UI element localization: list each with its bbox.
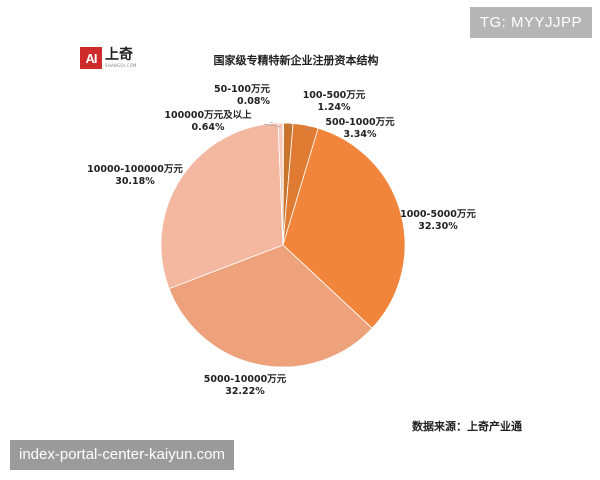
slice-label: 50-100万元 [214,84,270,95]
slice-label: 100-500万元 [303,90,366,101]
watermark-bottom: index-portal-center-kaiyun.com [10,440,234,470]
slice-value-label: 30.18% [115,176,155,187]
slice-label: 5000-10000万元 [204,374,287,385]
leader-line [287,123,293,128]
slice-value-label: 0.08% [237,96,270,107]
slice-label: 10000-100000万元 [87,164,183,175]
pie-slice [168,244,373,368]
pie-slice [282,127,406,329]
brand-logo: AI 上奇 SHANGQI.COM [80,47,137,69]
leader-line [263,123,281,128]
logo-subtext: SHANGQI.COM [105,63,137,68]
source-note: 数据来源：上奇产业通 [412,420,522,433]
chart-title-wrap: 国家级专精特新企业注册资本结构 [0,52,600,68]
slice-value-label: 1.24% [318,102,351,113]
pie-slice [277,122,284,246]
slice-label: 1000-5000万元 [400,209,476,220]
logo-name: 上奇 [105,47,133,63]
slice-value-label: 3.34% [344,129,377,140]
watermark-top: TG: MYYJJPP [469,7,592,38]
slice-value-label: 32.22% [225,386,265,397]
pie-slice [160,122,284,290]
slice-label: 500-1000万元 [325,117,395,128]
slice-value-label: 0.64% [192,122,225,133]
chart-title: 国家级专精特新企业注册资本结构 [213,54,379,67]
logo-mark: AI [80,47,102,69]
slice-value-label: 32.30% [418,221,458,232]
slice-label: 100000万元及以上 [164,109,252,121]
leader-line [304,127,311,130]
